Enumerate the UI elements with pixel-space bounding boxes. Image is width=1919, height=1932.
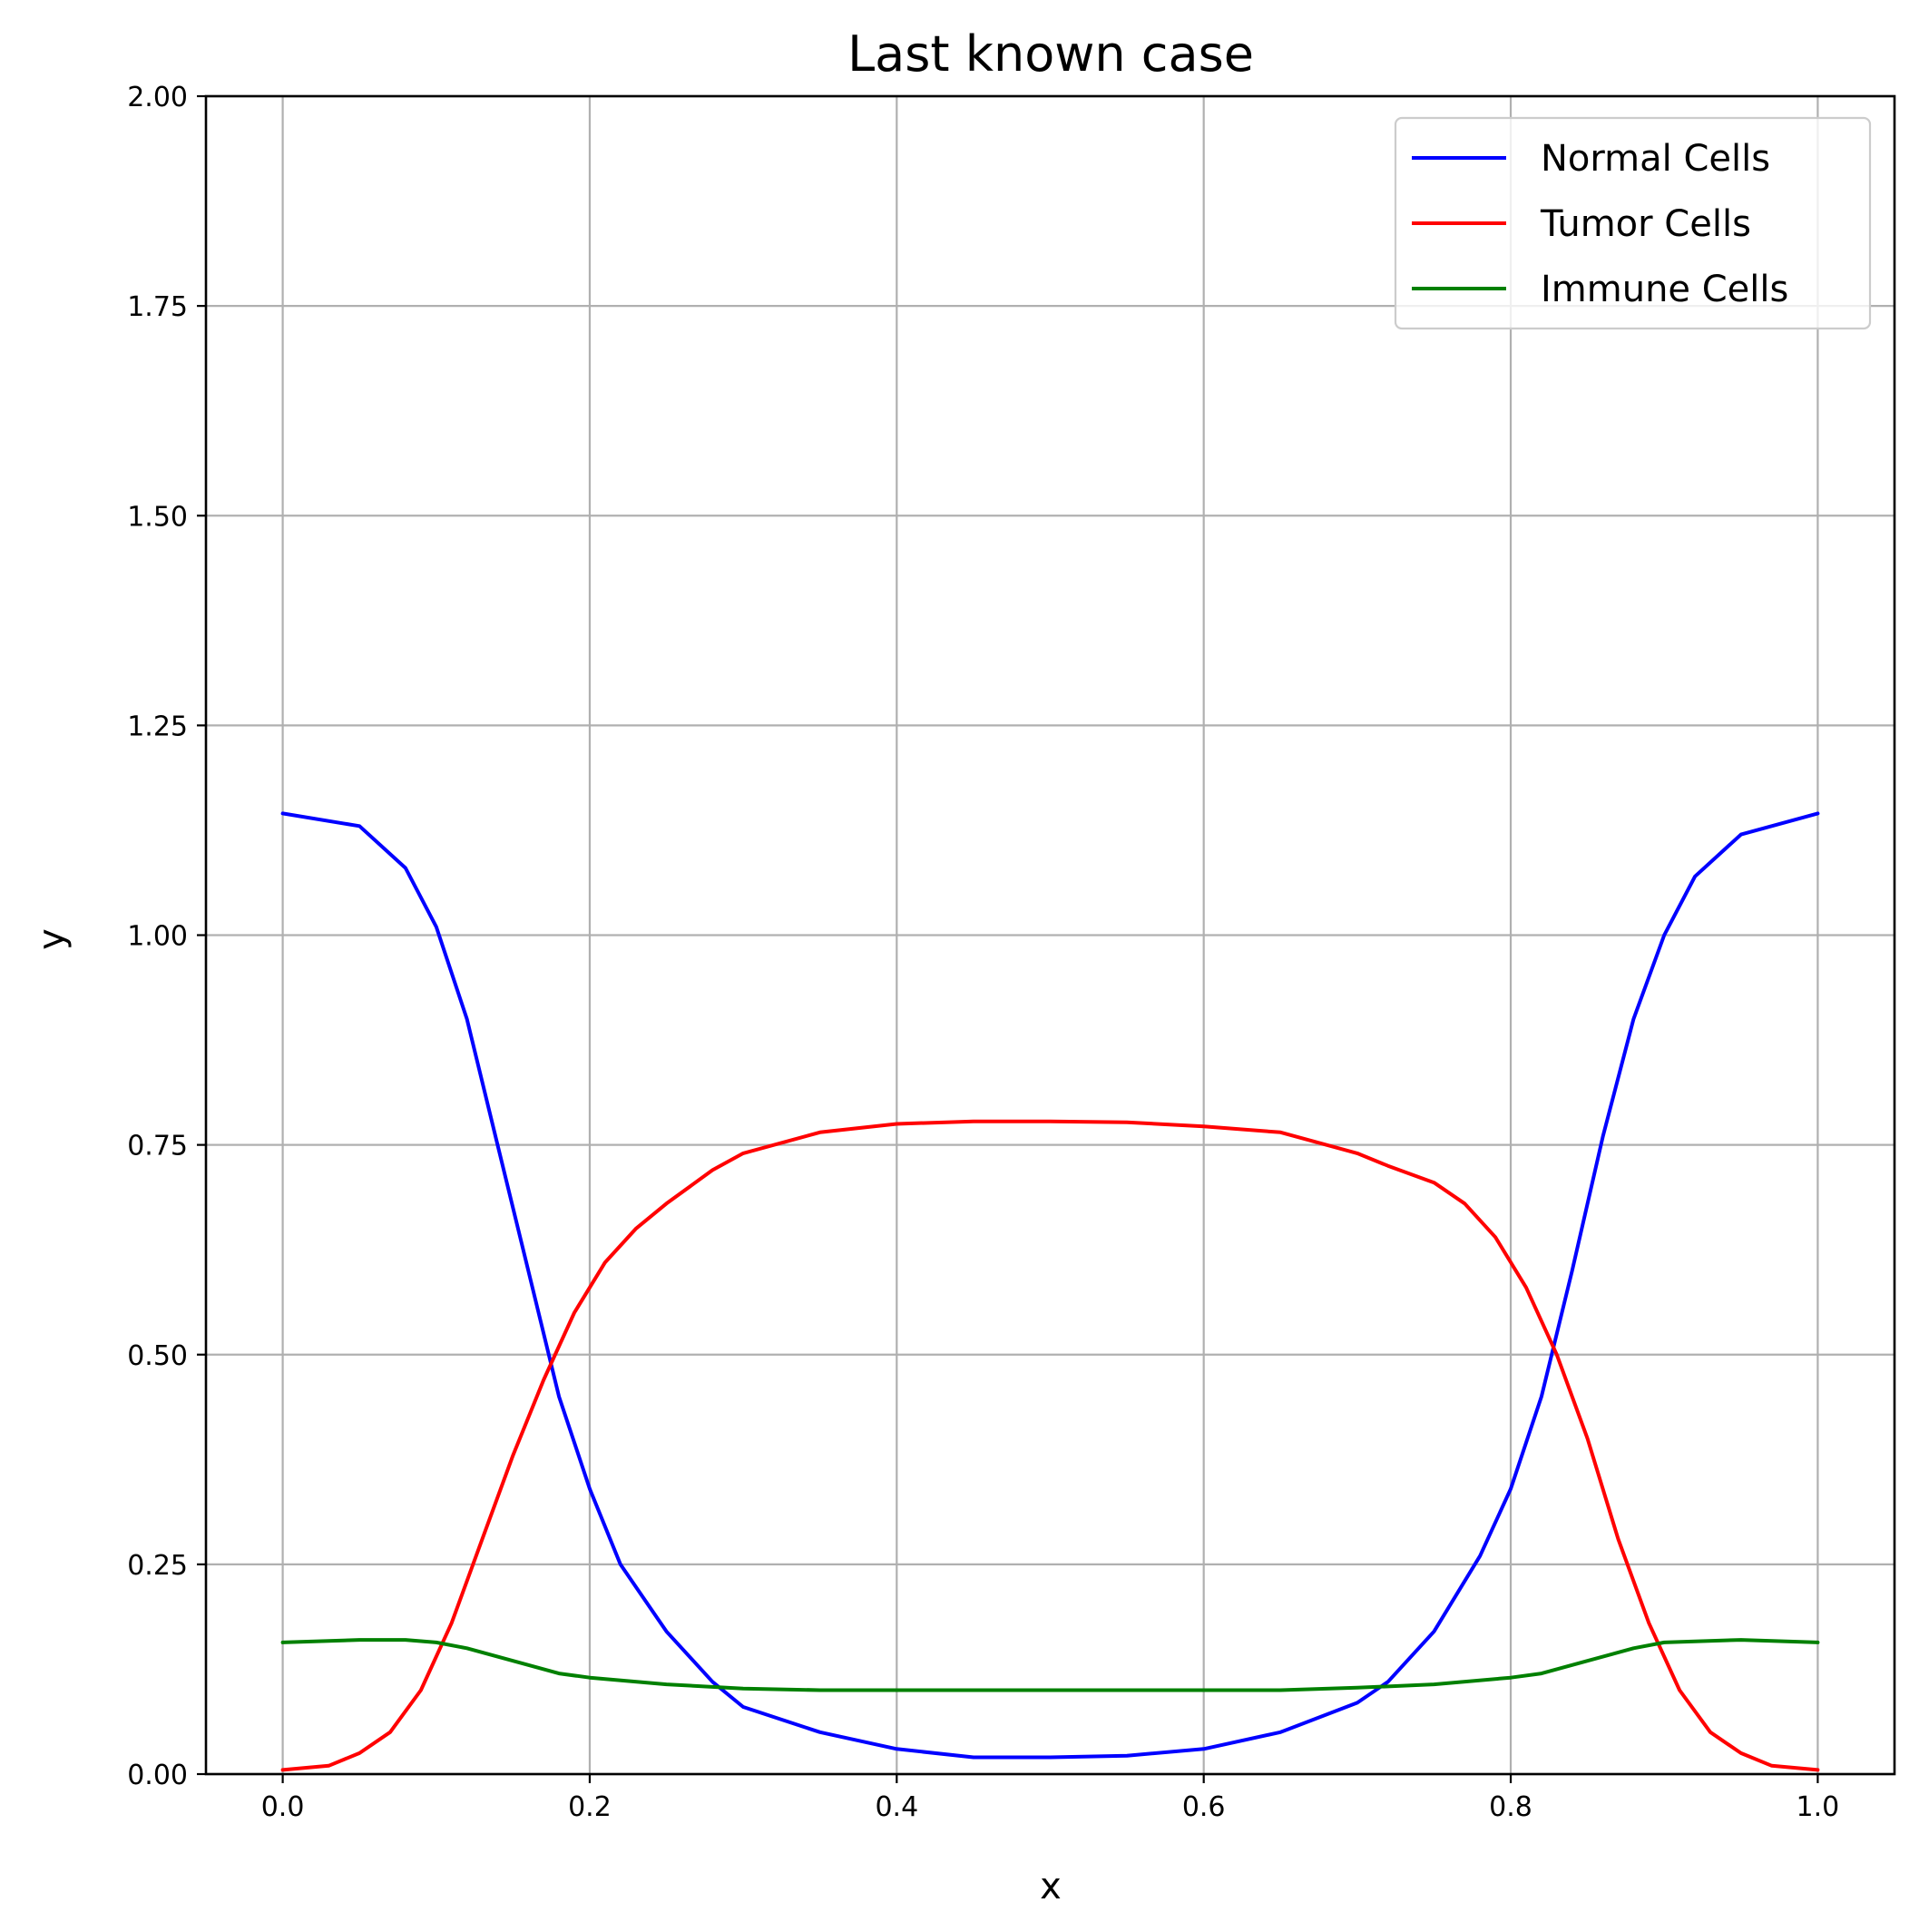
- x-tick-label: 0.8: [1489, 1791, 1532, 1823]
- series-lines: [280, 811, 1820, 1772]
- series-line-normal-cells: [280, 811, 1820, 1760]
- y-tick-label: 1.00: [127, 921, 188, 953]
- legend: Normal Cells Tumor Cells Immune Cells: [1394, 116, 1872, 330]
- y-tick-label: 0.50: [127, 1340, 188, 1372]
- series-line-immune-cells: [280, 1638, 1820, 1692]
- legend-box: [1394, 116, 1872, 330]
- legend-label-tumor-cells: Tumor Cells: [1540, 203, 1751, 245]
- x-tick-label: 1.0: [1797, 1791, 1840, 1823]
- x-tick-label: 0.4: [875, 1791, 918, 1823]
- x-axis-label: x: [1040, 1866, 1062, 1907]
- legend-label-normal-cells: Normal Cells: [1541, 138, 1770, 180]
- x-tick-label: 0.6: [1182, 1791, 1226, 1823]
- y-axis-label: y: [31, 928, 73, 950]
- chart-title: Last known case: [847, 25, 1254, 83]
- y-tick-label: 0.75: [127, 1131, 188, 1162]
- y-tick-label: 1.75: [127, 291, 188, 323]
- x-tick-label: 0.0: [261, 1791, 305, 1823]
- y-tick-label: 1.25: [127, 711, 188, 742]
- y-tick-label: 2.00: [127, 82, 188, 113]
- y-tick-label: 0.25: [127, 1550, 188, 1582]
- y-tick-label: 1.50: [127, 501, 188, 533]
- legend-label-immune-cells: Immune Cells: [1541, 269, 1788, 310]
- series-line-tumor-cells: [280, 1119, 1820, 1772]
- axis-ticks: 0.0 0.2 0.4 0.6 0.8 1.0 0.00 0.25 0.50 0.75 1.00 1.…: [127, 82, 1839, 1823]
- x-tick-label: 0.2: [568, 1791, 612, 1823]
- y-tick-label: 0.00: [127, 1760, 188, 1791]
